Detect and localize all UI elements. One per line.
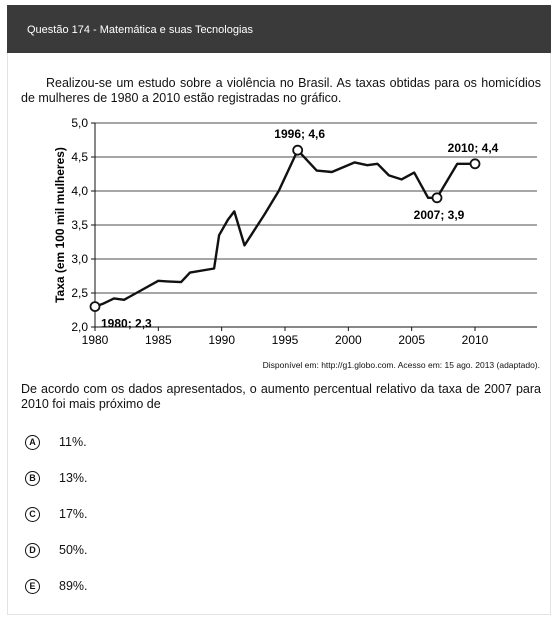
- option-a[interactable]: A 11%.: [25, 434, 225, 452]
- option-b[interactable]: B 13%.: [25, 470, 225, 488]
- data-label: 2007; 3,9: [414, 208, 465, 222]
- option-letter-badge: E: [25, 579, 40, 594]
- y-axis-label: Taxa (em 100 mil mulheres): [53, 147, 67, 303]
- x-tick-label: 2000: [335, 333, 362, 347]
- option-text: 17%.: [59, 507, 88, 521]
- y-tick-label: 4,0: [71, 184, 88, 198]
- y-tick-label: 3,0: [71, 252, 88, 266]
- option-d[interactable]: D 50%.: [25, 542, 225, 560]
- data-point-marker: [292, 144, 304, 156]
- x-tick-label: 1985: [145, 333, 172, 347]
- x-tick-label: 1980: [82, 333, 109, 347]
- series-line: [94, 148, 475, 308]
- option-c[interactable]: C 17%.: [25, 506, 225, 524]
- source-citation: Disponível em: http://g1.globo.com. Aces…: [262, 360, 540, 370]
- x-tick-label: 1990: [208, 333, 235, 347]
- y-tick-label: 4,5: [71, 150, 88, 164]
- option-letter-badge: B: [25, 471, 40, 486]
- option-letter-badge: A: [25, 435, 40, 450]
- data-label: 2010; 4,4: [448, 141, 499, 155]
- x-tick-label: 1995: [272, 333, 299, 347]
- line-chart: 2,0 2,5 3,0 3,5 4,0 4,5 5,0 1980 1985 1990 1995 200…: [53, 116, 537, 347]
- y-tick-label: 5,0: [71, 116, 88, 130]
- option-text: 89%.: [59, 579, 88, 593]
- intro-paragraph: Realizou-se um estudo sobre a violência …: [21, 76, 541, 105]
- y-tick-label: 2,5: [71, 286, 88, 300]
- data-point-marker: [89, 301, 101, 313]
- x-tick-label: 2005: [398, 333, 425, 347]
- x-tick-label: 2010: [462, 333, 489, 347]
- y-tick-label: 2,0: [71, 320, 88, 334]
- question-title: Questão 174 - Matemática e suas Tecnolog…: [27, 24, 254, 36]
- option-letter-badge: D: [25, 543, 40, 558]
- data-label: 1980; 2,3: [101, 317, 152, 331]
- option-e[interactable]: E 89%.: [25, 578, 225, 596]
- y-tick-label: 3,5: [71, 218, 88, 232]
- option-text: 11%.: [59, 435, 87, 449]
- data-point-marker: [469, 158, 481, 170]
- option-letter-badge: C: [25, 507, 40, 522]
- option-text: 50%.: [59, 543, 88, 557]
- data-point-marker: [431, 192, 443, 204]
- question-header: Questão 174 - Matemática e suas Tecnolog…: [7, 5, 551, 53]
- option-text: 13%.: [59, 471, 88, 485]
- question-text: De acordo com os dados apresentados, o a…: [21, 382, 541, 411]
- data-label: 1996; 4,6: [274, 127, 325, 141]
